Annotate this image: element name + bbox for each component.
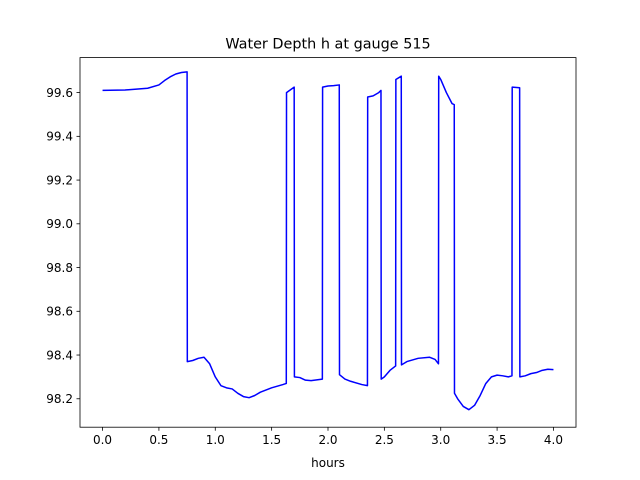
x-tick-label: 3.0 xyxy=(431,433,450,447)
x-tick-label: 0.0 xyxy=(93,433,112,447)
x-tick-label: 2.5 xyxy=(375,433,394,447)
x-axis-label: hours xyxy=(311,456,345,470)
x-tick-label: 2.0 xyxy=(318,433,337,447)
x-tick-label: 1.0 xyxy=(206,433,225,447)
y-tick-label: 98.4 xyxy=(46,348,73,362)
y-tick-label: 98.2 xyxy=(46,392,73,406)
x-axis: 0.0 0.5 1.0 1.5 2.0 2.5 3.0 3.5 4.0 xyxy=(93,427,563,447)
y-tick-label: 98.8 xyxy=(46,261,73,275)
series-line xyxy=(102,71,554,411)
y-tick-label: 99.0 xyxy=(46,217,73,231)
y-tick-label: 99.2 xyxy=(46,173,73,187)
y-axis: 98.2 98.4 98.6 98.8 99.0 99.2 99.4 99.6 xyxy=(46,86,80,406)
y-tick-label: 99.4 xyxy=(46,130,73,144)
x-tick-label: 3.5 xyxy=(488,433,507,447)
x-tick-label: 4.0 xyxy=(544,433,563,447)
x-tick-label: 1.5 xyxy=(262,433,281,447)
plot-area xyxy=(102,71,554,411)
x-tick-label: 0.5 xyxy=(149,433,168,447)
y-tick-label: 99.6 xyxy=(46,86,73,100)
y-tick-label: 98.6 xyxy=(46,305,73,319)
chart-title: Water Depth h at gauge 515 xyxy=(225,37,430,53)
